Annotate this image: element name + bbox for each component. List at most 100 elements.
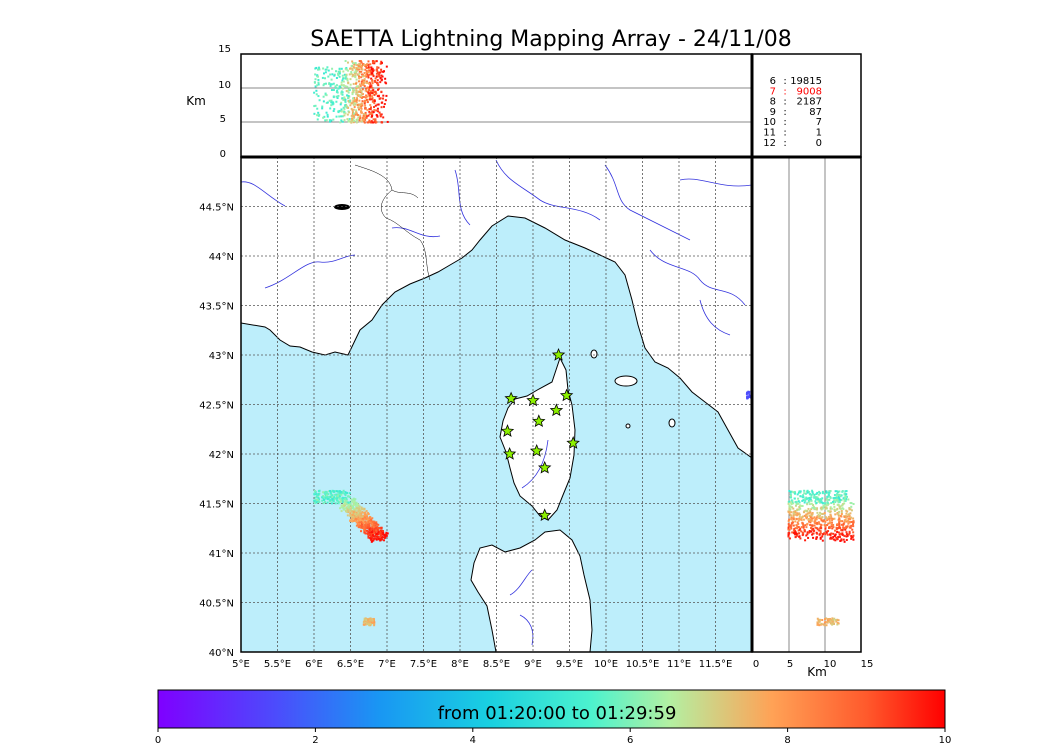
altitude-point <box>790 527 793 530</box>
altitude-point <box>836 499 839 502</box>
lightning-point <box>351 517 354 520</box>
altitude-point <box>797 522 800 525</box>
altitude-point <box>366 81 369 84</box>
altitude-point <box>329 107 332 110</box>
altitude-point <box>811 506 814 509</box>
altitude-point <box>349 67 352 70</box>
station-count-value: 19815 <box>790 76 822 87</box>
altitude-point <box>833 494 836 497</box>
altitude-point <box>818 490 821 493</box>
altitude-point <box>826 519 829 522</box>
altitude-point <box>342 77 345 80</box>
altitude-point <box>787 502 790 505</box>
altitude-point <box>382 105 385 108</box>
altitude-point <box>316 114 319 117</box>
altitude-point <box>846 525 849 528</box>
station-count-stations: 7 <box>770 86 776 97</box>
lightning-point <box>377 523 380 526</box>
altitude-point <box>792 512 795 515</box>
altitude-point <box>790 499 793 502</box>
lightning-point <box>357 512 360 515</box>
altitude-point <box>849 508 852 511</box>
altitude-point <box>843 521 846 524</box>
lightning-point <box>367 530 370 533</box>
altitude-point <box>376 110 379 113</box>
altitude-point <box>850 505 853 508</box>
lightning-point <box>329 500 332 503</box>
altitude-point <box>368 86 371 89</box>
altitude-point <box>378 97 381 100</box>
altitude-point <box>840 515 843 518</box>
altitude-point <box>361 79 364 82</box>
station-star-marker <box>504 391 518 405</box>
lightning-point <box>340 506 343 509</box>
altitude-point <box>837 531 840 534</box>
altitude-point <box>830 521 833 524</box>
map-ytick-label: 43.5°N <box>199 302 234 313</box>
altitude-point <box>331 102 334 105</box>
lightning-point <box>324 493 327 496</box>
top-ytick-5: 5 <box>220 114 226 125</box>
altitude-point <box>805 497 808 500</box>
lightning-point <box>367 623 370 626</box>
altitude-point <box>369 112 372 115</box>
altitude-point <box>800 526 803 529</box>
altitude-point <box>330 88 333 91</box>
altitude-point <box>368 110 371 113</box>
altitude-point <box>349 83 352 86</box>
altitude-point <box>341 120 344 123</box>
altitude-point <box>335 100 338 103</box>
altitude-point <box>828 491 831 494</box>
map-xtick-label: 8.5°E <box>483 659 510 670</box>
altitude-point <box>372 73 375 76</box>
altitude-point <box>812 536 815 539</box>
lightning-point <box>362 521 365 524</box>
lightning-point <box>346 505 349 508</box>
altitude-point <box>375 109 378 112</box>
rivers <box>241 159 752 646</box>
altitude-point <box>363 79 366 82</box>
lightning-point <box>366 520 369 523</box>
lightning-point <box>366 518 369 521</box>
lightning-point <box>355 507 358 510</box>
altitude-point <box>845 533 848 536</box>
altitude-point <box>382 116 385 119</box>
altitude-point <box>827 618 830 621</box>
altitude-point <box>805 515 808 518</box>
lightning-point <box>329 499 332 502</box>
lightning-point <box>346 509 349 512</box>
altitude-point <box>324 77 327 80</box>
lightning-point <box>353 501 356 504</box>
altitude-point <box>841 533 844 536</box>
altitude-point <box>826 495 829 498</box>
altitude-point <box>367 74 370 77</box>
altitude-point <box>351 68 354 71</box>
altitude-point <box>360 80 363 83</box>
altitude-point <box>350 72 353 75</box>
altitude-point <box>385 65 388 68</box>
altitude-point <box>806 503 809 506</box>
altitude-point <box>849 525 852 528</box>
lightning-point <box>314 490 317 493</box>
altitude-point <box>798 515 801 518</box>
lightning-point <box>347 504 350 507</box>
lightning-point <box>374 535 377 538</box>
altitude-point <box>833 510 836 513</box>
altitude-point <box>827 522 830 525</box>
altitude-point <box>818 511 821 514</box>
map-xtick-label: 7.5°E <box>410 659 437 670</box>
altitude-point <box>814 497 817 500</box>
altitude-point <box>322 95 325 98</box>
borders <box>354 164 431 281</box>
altitude-point <box>361 65 364 68</box>
altitude-point <box>373 108 376 111</box>
altitude-point <box>328 119 331 122</box>
altitude-point <box>341 93 344 96</box>
altitude-point <box>828 498 831 501</box>
lightning-point <box>367 527 370 530</box>
lightning-point <box>358 526 361 529</box>
altitude-point <box>374 90 377 93</box>
altitude-point <box>794 510 797 513</box>
altitude-point <box>828 519 831 522</box>
altitude-point <box>839 532 842 535</box>
